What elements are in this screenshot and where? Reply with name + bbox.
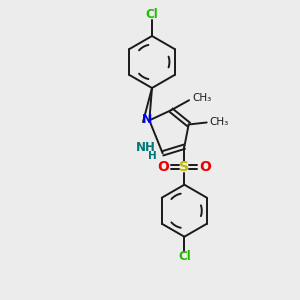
Text: Cl: Cl (146, 8, 158, 22)
Text: O: O (158, 160, 169, 174)
Text: N: N (142, 113, 152, 126)
Text: Cl: Cl (178, 250, 191, 263)
Text: NH: NH (136, 141, 156, 154)
Text: O: O (200, 160, 211, 174)
Text: CH₃: CH₃ (192, 93, 211, 103)
Text: CH₃: CH₃ (210, 118, 229, 128)
Text: H: H (148, 151, 157, 161)
Text: S: S (179, 160, 189, 174)
